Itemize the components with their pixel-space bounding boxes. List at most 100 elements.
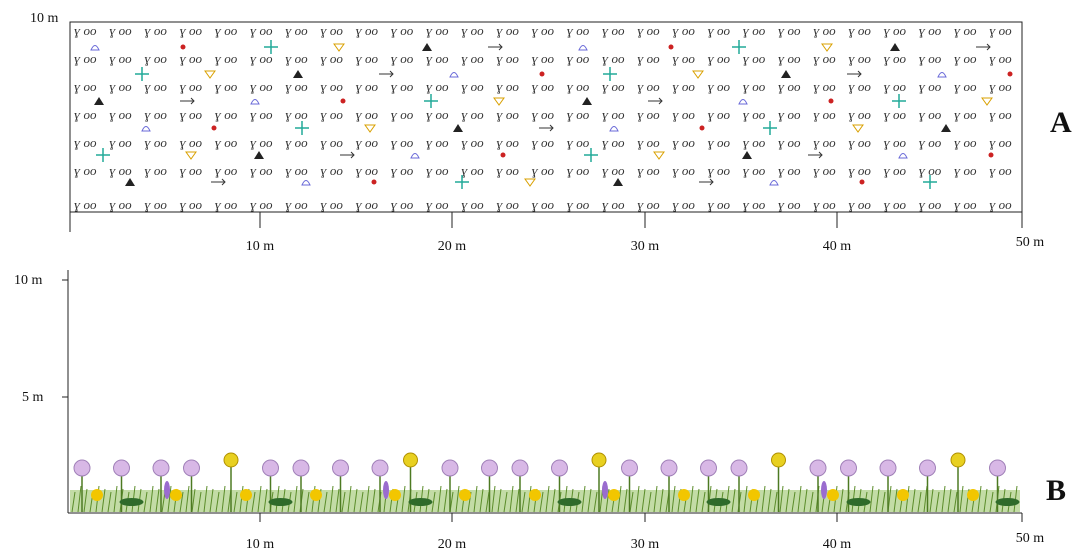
plant-glyph: ɣ oo	[496, 107, 519, 122]
plant-glyph: ɣ oo	[180, 23, 203, 38]
plant-glyph: ɣ oo	[637, 197, 660, 212]
plant-glyph: ɣ oo	[496, 79, 519, 94]
plant-glyph: ɣ oo	[144, 135, 167, 150]
symbol	[453, 124, 463, 132]
plant-glyph: ɣ oo	[74, 79, 97, 94]
symbol	[976, 44, 990, 50]
plant-glyph: ɣ oo	[567, 135, 590, 150]
flower	[442, 460, 458, 476]
symbol	[96, 148, 110, 162]
symbol	[860, 180, 865, 185]
flower	[512, 460, 528, 476]
plant-glyph: ɣ oo	[532, 23, 555, 38]
symbol	[334, 44, 344, 51]
leaf	[269, 498, 293, 506]
plant-glyph: ɣ oo	[567, 107, 590, 122]
symbol	[94, 97, 104, 105]
plant-glyph: ɣ oo	[708, 197, 731, 212]
plant-glyph: ɣ oo	[461, 51, 484, 66]
plant-glyph: ɣ oo	[602, 23, 625, 38]
flower	[920, 460, 936, 476]
plant-glyph: ɣ oo	[285, 23, 308, 38]
symbol	[422, 43, 432, 51]
symbol	[488, 44, 502, 50]
flower	[389, 489, 401, 501]
symbol	[699, 179, 713, 185]
plant-glyph: ɣ oo	[532, 135, 555, 150]
plant-glyph: ɣ oo	[778, 51, 801, 66]
flower	[821, 481, 827, 499]
symbol	[340, 152, 354, 158]
plant-glyph: ɣ oo	[672, 79, 695, 94]
flower	[240, 489, 252, 501]
plant-glyph: ɣ oo	[778, 107, 801, 122]
x-label: 20 m	[438, 239, 467, 254]
plant-glyph: ɣ oo	[954, 163, 977, 178]
flower	[404, 453, 418, 467]
plant-glyph: ɣ oo	[285, 79, 308, 94]
symbol	[941, 124, 951, 132]
symbol	[540, 72, 545, 77]
plant-glyph: ɣ oo	[426, 197, 449, 212]
plant-glyph: ɣ oo	[708, 51, 731, 66]
plant-glyph: ɣ oo	[74, 107, 97, 122]
plant-glyph: ɣ oo	[109, 79, 132, 94]
flower	[383, 481, 389, 499]
plant-glyph: ɣ oo	[532, 163, 555, 178]
plant-glyph: ɣ oo	[496, 51, 519, 66]
symbol	[341, 99, 346, 104]
plant-glyph: ɣ oo	[602, 163, 625, 178]
leaf	[558, 498, 582, 506]
flower	[184, 460, 200, 476]
plant-glyph: ɣ oo	[250, 163, 273, 178]
symbol	[180, 98, 194, 104]
symbol	[525, 179, 535, 186]
plant-glyph: ɣ oo	[496, 135, 519, 150]
symbol	[293, 70, 303, 78]
plant-glyph: ɣ oo	[496, 23, 519, 38]
flower	[661, 460, 677, 476]
plant-glyph: ɣ oo	[848, 51, 871, 66]
plant-glyph: ɣ oo	[144, 197, 167, 212]
plant-glyph: ɣ oo	[989, 23, 1012, 38]
symbol	[742, 151, 752, 159]
plant-glyph: ɣ oo	[919, 135, 942, 150]
symbol	[186, 152, 196, 159]
symbol	[829, 99, 834, 104]
x-label: 10 m	[246, 537, 275, 552]
plant-glyph: ɣ oo	[356, 163, 379, 178]
flower	[810, 460, 826, 476]
plant-glyph: ɣ oo	[672, 107, 695, 122]
plant-glyph: ɣ oo	[144, 51, 167, 66]
symbol	[982, 98, 992, 105]
flower	[748, 489, 760, 501]
plant-glyph: ɣ oo	[884, 135, 907, 150]
symbol	[582, 97, 592, 105]
plant-glyph: ɣ oo	[461, 163, 484, 178]
flower	[310, 489, 322, 501]
leaf	[847, 498, 871, 506]
plant-glyph: ɣ oo	[426, 51, 449, 66]
plant-glyph: ɣ oo	[215, 197, 238, 212]
plant-glyph: ɣ oo	[74, 163, 97, 178]
plant-glyph: ɣ oo	[285, 51, 308, 66]
plant-glyph: ɣ oo	[989, 107, 1012, 122]
plant-glyph: ɣ oo	[532, 107, 555, 122]
flower	[880, 460, 896, 476]
plant-glyph: ɣ oo	[919, 197, 942, 212]
plant-glyph: ɣ oo	[708, 163, 731, 178]
x-label: 30 m	[631, 239, 660, 254]
plant-glyph: ɣ oo	[320, 107, 343, 122]
plant-glyph: ɣ oo	[848, 135, 871, 150]
plant-glyph: ɣ oo	[708, 79, 731, 94]
plant-glyph: ɣ oo	[250, 79, 273, 94]
plant-glyph: ɣ oo	[813, 135, 836, 150]
leaf	[409, 498, 433, 506]
plant-glyph: ɣ oo	[708, 135, 731, 150]
symbol	[853, 125, 863, 132]
plant-glyph: ɣ oo	[215, 51, 238, 66]
flower	[701, 460, 717, 476]
plant-glyph: ɣ oo	[180, 79, 203, 94]
plant-glyph: ɣ oo	[391, 23, 414, 38]
plant-glyph: ɣ oo	[391, 163, 414, 178]
